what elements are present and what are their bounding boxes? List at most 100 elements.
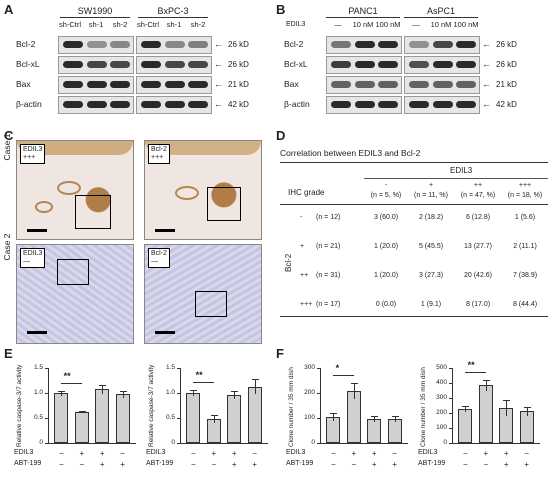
table-title: Correlation between EDIL3 and Bcl-2 xyxy=(280,148,421,158)
y-tick xyxy=(177,418,180,419)
condition-row-label: EDIL3 xyxy=(418,449,438,456)
y-tick xyxy=(45,443,48,444)
y-tick xyxy=(449,428,452,429)
bar xyxy=(367,418,382,443)
condition-mark: − xyxy=(59,449,64,458)
bar xyxy=(247,386,262,443)
blot-strip xyxy=(326,96,402,114)
lane-label: sh-1 xyxy=(88,20,104,29)
condition-row-label: ABT-199 xyxy=(418,460,446,467)
bar xyxy=(186,393,201,443)
significance-marker: ** xyxy=(63,370,71,381)
x-axis xyxy=(48,443,136,444)
ihc-image-bcl2-case2: Bcl-2— xyxy=(144,244,262,344)
y-tick xyxy=(449,368,452,369)
y-tick-label: 0.5 xyxy=(165,414,175,421)
y-tick xyxy=(449,398,452,399)
condition-mark: + xyxy=(252,460,257,469)
blot-strip xyxy=(136,76,212,94)
row-label: β-actin xyxy=(16,99,42,109)
blot-strip xyxy=(58,76,134,94)
significance-line xyxy=(333,374,354,376)
lane-label: — xyxy=(412,20,420,29)
error-cap xyxy=(350,382,358,384)
condition-row-label: ABT-199 xyxy=(14,460,42,467)
stain-label: Bcl-2— xyxy=(148,248,170,268)
error-bar xyxy=(122,390,124,398)
error-cap xyxy=(330,413,338,414)
row-header: IHC grade xyxy=(288,188,325,197)
ihc-image-edil3-case1: EDIL3 +++ xyxy=(16,140,134,240)
lane-label: sh-2 xyxy=(190,20,206,29)
y-tick xyxy=(45,418,48,419)
blot-strip xyxy=(58,56,134,74)
group-title: SW1990 xyxy=(77,6,113,16)
error-bar xyxy=(485,379,487,391)
panel-label-f: F xyxy=(276,346,284,361)
y-axis xyxy=(180,368,181,443)
condition-row-label: ABT-199 xyxy=(286,460,314,467)
x-axis xyxy=(320,443,408,444)
error-cap xyxy=(371,415,379,417)
condition-mark: + xyxy=(371,460,377,469)
western-blot-a: SW1990 BxPC-3 sh-Ctrl sh-1 sh-2 sh-Ctrl … xyxy=(0,0,275,125)
condition-row-label: EDIL3 xyxy=(14,449,34,456)
lane-label: sh-Ctrl xyxy=(136,20,160,29)
bar xyxy=(326,416,341,443)
error-bar xyxy=(254,379,256,394)
group-title: BxPC-3 xyxy=(157,6,189,16)
lane-label: sh-1 xyxy=(166,20,182,29)
kd-label: 26 kD xyxy=(496,60,517,69)
treatment-label: EDIL3 xyxy=(286,21,306,28)
condition-mark: + xyxy=(231,449,237,458)
y-axis-label: Clone number / 35 mm dish xyxy=(420,367,427,447)
blot-strip xyxy=(58,96,134,114)
panel-label-e: E xyxy=(4,346,13,361)
error-cap xyxy=(99,384,107,386)
case-label: Case 2 xyxy=(2,233,12,261)
condition-mark: − xyxy=(524,449,529,458)
row-label: Bax xyxy=(16,79,31,89)
condition-mark: − xyxy=(392,449,397,458)
bar-chart-e2: 0 0.5 1.0 1.5 Relative caspase-3/7 activity −… xyxy=(146,356,276,486)
western-blot-b: PANC1 AsPC1 EDIL3 — 10 nM 100 nM — 10 nM… xyxy=(276,0,550,125)
y-tick-label: 1.5 xyxy=(33,364,43,371)
condition-mark: + xyxy=(99,449,105,458)
error-bar xyxy=(526,406,528,416)
significance-marker: * xyxy=(335,362,340,373)
kd-label: 26 kD xyxy=(228,40,249,49)
error-cap xyxy=(482,379,490,381)
error-cap xyxy=(58,390,66,392)
blot-strip xyxy=(326,76,402,94)
panel-label-c: C xyxy=(4,128,14,143)
region-box xyxy=(75,195,111,229)
bar-chart-f1: 0 100 200 300 Clone number / 35 mm dish − − + − +… xyxy=(286,356,416,486)
row-label: β-actin xyxy=(284,99,310,109)
y-axis xyxy=(452,368,453,443)
error-bar xyxy=(213,415,215,423)
condition-row-label: EDIL3 xyxy=(286,449,306,456)
bar-chart-f2: 0 100 200 300 400 500 Clone number / 35 mm dis… xyxy=(418,356,548,486)
y-tick-label: 1.5 xyxy=(165,364,175,371)
row-label: Bcl-xL xyxy=(16,59,40,69)
correlation-table-panel: Correlation between EDIL3 and Bcl-2 EDIL… xyxy=(280,148,548,338)
error-bar xyxy=(506,399,508,416)
blot-strip xyxy=(136,56,212,74)
stain-label: EDIL3— xyxy=(20,248,46,268)
condition-mark: − xyxy=(331,460,336,469)
row-label: Bcl-2 xyxy=(284,39,304,49)
bar xyxy=(458,408,473,443)
y-tick xyxy=(45,368,48,369)
error-cap xyxy=(523,406,531,408)
x-axis xyxy=(180,443,268,444)
condition-row-label: ABT-199 xyxy=(146,460,174,467)
error-bar xyxy=(81,410,83,413)
condition-mark: + xyxy=(503,449,509,458)
y-axis-label: Relative caspase-3/7 activity xyxy=(148,364,155,447)
condition-mark: + xyxy=(392,460,397,469)
kd-label: 26 kD xyxy=(228,60,249,69)
error-bar xyxy=(465,405,467,413)
bar xyxy=(74,411,89,443)
y-tick xyxy=(45,393,48,394)
stain-label: EDIL3 +++ xyxy=(20,144,46,164)
